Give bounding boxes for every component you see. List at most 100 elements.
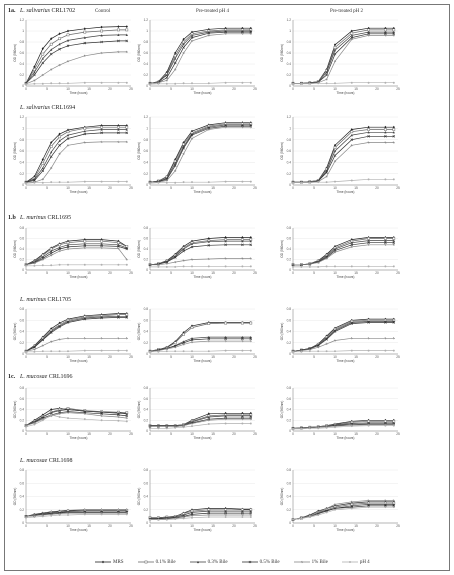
data-point bbox=[117, 125, 120, 129]
data-point bbox=[125, 33, 128, 36]
x-tick-label: 10 bbox=[190, 271, 194, 275]
data-point bbox=[367, 34, 370, 37]
data-point bbox=[174, 51, 177, 55]
series-line bbox=[293, 265, 394, 268]
x-tick-label: 5 bbox=[170, 186, 172, 190]
x-tick-label: 5 bbox=[313, 355, 315, 359]
y-tick-label: 0.2 bbox=[287, 172, 292, 176]
x-tick-label: 10 bbox=[333, 524, 337, 528]
series-mrs bbox=[291, 317, 395, 353]
y-tick-label: 0.2 bbox=[144, 258, 149, 262]
data-point bbox=[25, 425, 27, 428]
data-point bbox=[100, 513, 103, 516]
series-line bbox=[25, 126, 127, 183]
data-point bbox=[300, 517, 303, 520]
data-point bbox=[224, 337, 227, 341]
data-point bbox=[241, 509, 244, 513]
series-line bbox=[25, 82, 127, 85]
data-point bbox=[249, 422, 252, 425]
data-point bbox=[117, 316, 120, 319]
x-tick-label: 10 bbox=[66, 87, 70, 91]
data-point bbox=[67, 350, 69, 353]
data-point bbox=[173, 54, 177, 58]
data-point bbox=[224, 335, 227, 339]
y-tick-label: 0.2 bbox=[144, 172, 149, 176]
series-line bbox=[25, 510, 127, 517]
series-line bbox=[149, 29, 251, 84]
data-point bbox=[384, 125, 387, 129]
data-point bbox=[100, 29, 103, 33]
data-point bbox=[67, 82, 69, 85]
y-tick-label: 0.8 bbox=[287, 138, 292, 142]
x-tick-label: 5 bbox=[170, 524, 172, 528]
y-tick-label: 0 bbox=[22, 84, 24, 88]
x-tick-label: 20 bbox=[232, 271, 236, 275]
legend-item: MRS bbox=[95, 559, 124, 565]
data-point bbox=[207, 419, 210, 422]
data-point bbox=[33, 264, 36, 267]
series-1-bile bbox=[148, 32, 252, 85]
series-mrs bbox=[24, 25, 128, 85]
data-point bbox=[292, 265, 294, 268]
data-point bbox=[100, 125, 103, 129]
data-point bbox=[165, 427, 168, 430]
data-point bbox=[33, 262, 36, 265]
data-point bbox=[41, 158, 44, 161]
series-line bbox=[25, 51, 127, 85]
series-0-5-bile bbox=[148, 243, 253, 267]
data-point bbox=[174, 346, 177, 349]
data-point bbox=[67, 514, 69, 517]
data-point bbox=[333, 149, 337, 153]
data-point bbox=[117, 247, 120, 250]
series-0-1-bile bbox=[291, 237, 396, 267]
data-point bbox=[392, 506, 395, 509]
data-point bbox=[41, 82, 44, 85]
data-point bbox=[367, 134, 370, 138]
data-point bbox=[49, 331, 53, 334]
data-point bbox=[292, 181, 294, 184]
x-tick-label: 25 bbox=[396, 271, 400, 275]
y-tick-label: 0.6 bbox=[144, 237, 149, 241]
series-line bbox=[149, 181, 251, 184]
data-point bbox=[117, 337, 120, 340]
data-point bbox=[249, 516, 252, 519]
data-point bbox=[224, 180, 227, 183]
data-point bbox=[58, 37, 61, 41]
series-line bbox=[25, 408, 127, 426]
series-0-5-bile bbox=[148, 337, 253, 353]
data-point bbox=[317, 350, 320, 353]
section-label-a: 1a. bbox=[8, 8, 16, 14]
series-0-3-bile bbox=[148, 335, 252, 353]
x-tick-label: 0 bbox=[149, 87, 151, 91]
y-tick-label: 0.8 bbox=[144, 307, 149, 311]
data-point bbox=[249, 126, 252, 129]
y-tick-label: 0 bbox=[22, 352, 24, 356]
data-point bbox=[67, 181, 69, 184]
data-point bbox=[33, 79, 36, 82]
series-line bbox=[25, 141, 127, 184]
series-line bbox=[292, 318, 394, 352]
y-tick-label: 0 bbox=[289, 429, 291, 433]
data-point bbox=[207, 181, 210, 184]
x-tick-label: 10 bbox=[333, 355, 337, 359]
data-point bbox=[241, 516, 244, 519]
data-point bbox=[25, 264, 27, 267]
x-tick-label: 20 bbox=[108, 432, 112, 436]
x-tick-label: 0 bbox=[292, 87, 294, 91]
data-point bbox=[58, 42, 61, 46]
x-tick-label: 5 bbox=[313, 186, 315, 190]
series-line bbox=[25, 313, 127, 352]
y-tick-label: 0.8 bbox=[287, 386, 292, 390]
legend-marker bbox=[248, 560, 251, 564]
data-point bbox=[182, 42, 185, 46]
y-tick-label: 0.4 bbox=[144, 247, 149, 251]
data-point bbox=[58, 325, 61, 329]
x-tick-label: 5 bbox=[170, 271, 172, 275]
y-tick-label: 0.4 bbox=[20, 247, 25, 251]
data-point bbox=[66, 33, 70, 37]
data-point bbox=[241, 513, 244, 517]
data-point bbox=[333, 146, 337, 149]
